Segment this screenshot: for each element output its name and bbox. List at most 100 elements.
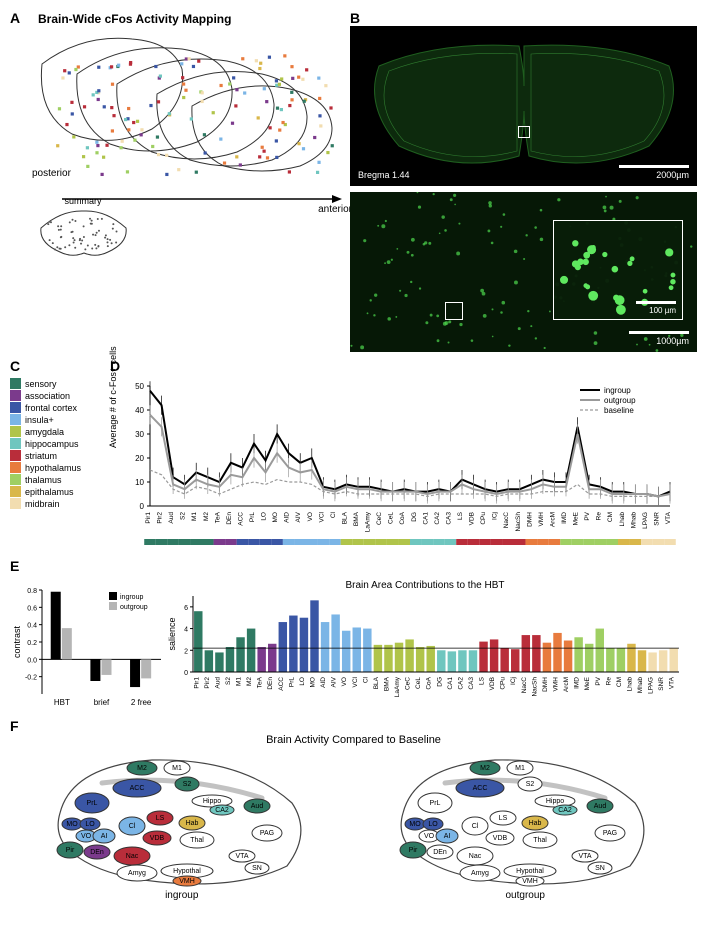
panel-c-label: C xyxy=(10,358,110,374)
svg-text:MeE: MeE xyxy=(573,511,580,525)
svg-text:SNR: SNR xyxy=(658,677,665,691)
svg-text:6: 6 xyxy=(184,605,188,612)
panel-b-label: B xyxy=(350,10,697,26)
svg-text:Hab: Hab xyxy=(185,820,198,827)
svg-text:DEn: DEn xyxy=(433,849,447,856)
svg-text:PV: PV xyxy=(595,676,602,685)
svg-text:2: 2 xyxy=(184,648,188,655)
svg-text:LaAmy: LaAmy xyxy=(365,511,372,532)
svg-text:0.2: 0.2 xyxy=(27,640,37,647)
legend-item: midbrain xyxy=(10,498,110,509)
svg-text:AI: AI xyxy=(444,833,451,840)
svg-text:NacSh: NacSh xyxy=(515,512,522,532)
legend-item: striatum xyxy=(10,450,110,461)
svg-text:CoA: CoA xyxy=(426,676,433,689)
svg-text:30: 30 xyxy=(135,430,144,439)
svg-text:VO: VO xyxy=(424,833,435,840)
svg-text:0.4: 0.4 xyxy=(27,623,37,630)
svg-text:20: 20 xyxy=(135,454,144,463)
e-right-title: Brain Area Contributions to the HBT xyxy=(165,580,685,591)
panel-e-label: E xyxy=(10,558,697,574)
svg-text:VTA: VTA xyxy=(665,511,672,524)
svg-text:Mhab: Mhab xyxy=(630,512,637,529)
svg-text:CA2: CA2 xyxy=(457,677,464,690)
svg-text:Aud: Aud xyxy=(594,803,607,810)
svg-text:AIV: AIV xyxy=(331,676,338,687)
svg-text:Re: Re xyxy=(605,677,612,686)
svg-text:M1: M1 xyxy=(236,677,243,686)
svg-text:M2: M2 xyxy=(203,512,210,521)
svg-text:Pir1: Pir1 xyxy=(193,677,200,689)
svg-text:Amyg: Amyg xyxy=(128,870,146,877)
micrograph-full: Bregma 1.44 2000µm xyxy=(350,26,697,186)
svg-text:0.0: 0.0 xyxy=(27,657,37,664)
svg-text:PrL: PrL xyxy=(288,677,295,688)
svg-text:Aud: Aud xyxy=(168,512,175,524)
svg-text:SN: SN xyxy=(252,865,262,872)
svg-text:Cl: Cl xyxy=(472,823,479,830)
svg-text:CA2: CA2 xyxy=(215,807,229,814)
svg-text:contrast: contrast xyxy=(12,625,22,658)
svg-text:Hippo: Hippo xyxy=(546,798,564,805)
svg-text:Lhab: Lhab xyxy=(626,677,633,692)
legend-item: sensory xyxy=(10,378,110,389)
legend-item: hippocampus xyxy=(10,438,110,449)
svg-text:CA3: CA3 xyxy=(445,512,452,525)
svg-text:Pir1: Pir1 xyxy=(145,512,152,524)
svg-text:CeC: CeC xyxy=(405,677,412,690)
bregma-label: Bregma 1.44 xyxy=(358,170,410,180)
legend-item: frontal cortex xyxy=(10,402,110,413)
svg-text:0: 0 xyxy=(184,670,188,677)
legend-item: thalamus xyxy=(10,474,110,485)
svg-text:PAG: PAG xyxy=(603,830,617,837)
svg-text:DG: DG xyxy=(411,512,418,522)
svg-text:DMH: DMH xyxy=(542,677,549,692)
panel-f-title: Brain Activity Compared to Baseline xyxy=(10,734,697,746)
svg-text:VO: VO xyxy=(341,677,348,686)
svg-text:Pir2: Pir2 xyxy=(204,677,211,689)
svg-text:DG: DG xyxy=(436,677,443,687)
scale-bar-2000: 2000µm xyxy=(619,165,689,180)
svg-text:VO: VO xyxy=(307,512,314,521)
contrast-bars: -0.20.00.20.40.60.8HBTbrief2 freecontras… xyxy=(10,582,165,712)
svg-text:PrL: PrL xyxy=(249,512,256,523)
svg-text:Pir: Pir xyxy=(409,847,418,854)
svg-text:LaAmy: LaAmy xyxy=(394,676,401,697)
svg-text:0.8: 0.8 xyxy=(27,588,37,595)
svg-text:MO: MO xyxy=(66,821,78,828)
svg-text:BMA: BMA xyxy=(383,676,390,691)
legend-item: amygdala xyxy=(10,426,110,437)
panel-b: B Bregma 1.44 2000µm 100 µm xyxy=(350,10,697,358)
svg-text:outgroup: outgroup xyxy=(604,396,636,405)
svg-text:VDB: VDB xyxy=(150,835,165,842)
svg-text:HBT: HBT xyxy=(54,698,70,707)
panel-d-ylabel: Average # of c-Fos+ cells xyxy=(108,346,118,448)
svg-text:MeE: MeE xyxy=(584,676,591,690)
svg-text:M1: M1 xyxy=(191,512,198,521)
svg-text:Lhab: Lhab xyxy=(619,512,626,527)
svg-text:PAG: PAG xyxy=(260,830,274,837)
svg-text:Aud: Aud xyxy=(251,803,264,810)
svg-text:PrL: PrL xyxy=(430,800,441,807)
svg-text:PV: PV xyxy=(584,511,591,520)
svg-text:M1: M1 xyxy=(172,765,182,772)
svg-text:DEn: DEn xyxy=(90,849,104,856)
panel-d-label: D xyxy=(110,358,697,374)
svg-text:LPAG: LPAG xyxy=(648,677,655,694)
salience-bars: Brain Area Contributions to the HBT 0246… xyxy=(165,582,685,712)
svg-text:SNR: SNR xyxy=(653,512,660,526)
svg-text:Hab: Hab xyxy=(529,820,542,827)
svg-text:ArcM: ArcM xyxy=(549,512,556,527)
brain-slice-stack: posterior anterior xyxy=(32,34,352,204)
svg-text:VDB: VDB xyxy=(469,512,476,525)
svg-text:Hypothal: Hypothal xyxy=(516,868,544,875)
svg-text:Cl: Cl xyxy=(330,511,337,518)
svg-text:VTA: VTA xyxy=(235,853,248,860)
panel-f-label: F xyxy=(10,718,697,734)
svg-text:Hypothal: Hypothal xyxy=(173,868,201,875)
svg-text:CM: CM xyxy=(616,677,623,687)
scale-bar-100: 100 µm xyxy=(636,301,676,315)
svg-text:CoA: CoA xyxy=(399,511,406,524)
svg-text:VTA: VTA xyxy=(579,853,592,860)
svg-text:BLA: BLA xyxy=(373,676,380,689)
